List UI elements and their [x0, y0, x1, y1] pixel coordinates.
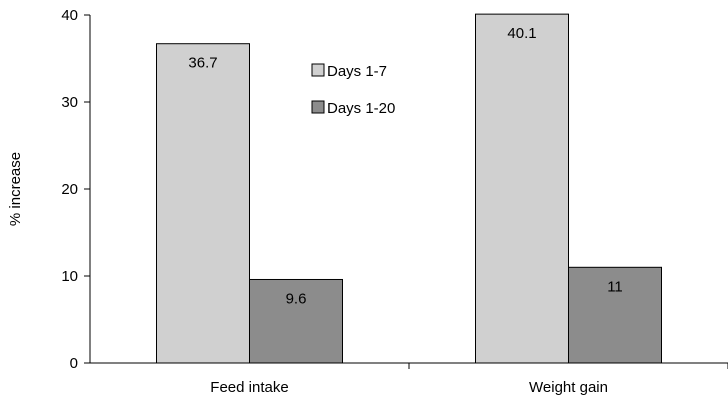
x-category-label: Weight gain	[529, 379, 608, 396]
bar-data-label: 40.1	[507, 25, 536, 42]
bar	[156, 43, 250, 364]
data-labels-group: 36.7 9.6 40.1 11	[188, 25, 622, 307]
y-tick-label: 0	[70, 355, 78, 372]
legend: Days 1-7 Days 1-20	[311, 63, 395, 117]
legend-swatch	[311, 63, 325, 77]
y-tick-label: 40	[61, 7, 78, 24]
bars-group	[156, 13, 662, 364]
bar	[475, 13, 569, 364]
y-tick-label: 10	[61, 268, 78, 285]
bar	[568, 266, 662, 364]
y-axis-label: % increase	[7, 152, 24, 226]
bar-data-label: 36.7	[188, 55, 217, 72]
y-tick-label: 20	[61, 181, 78, 198]
bar-data-label: 9.6	[286, 290, 307, 307]
y-ticks-group: 0 10 20 30 40	[61, 7, 90, 372]
bar-data-label: 11	[607, 278, 623, 295]
legend-swatch	[311, 100, 325, 114]
legend-label: Days 1-20	[327, 100, 395, 117]
bar	[249, 278, 343, 364]
x-category-label: Feed intake	[210, 379, 288, 396]
y-tick-label: 30	[61, 94, 78, 111]
x-ticks-group: Feed intake Weight gain	[210, 363, 728, 396]
legend-label: Days 1-7	[327, 63, 387, 80]
